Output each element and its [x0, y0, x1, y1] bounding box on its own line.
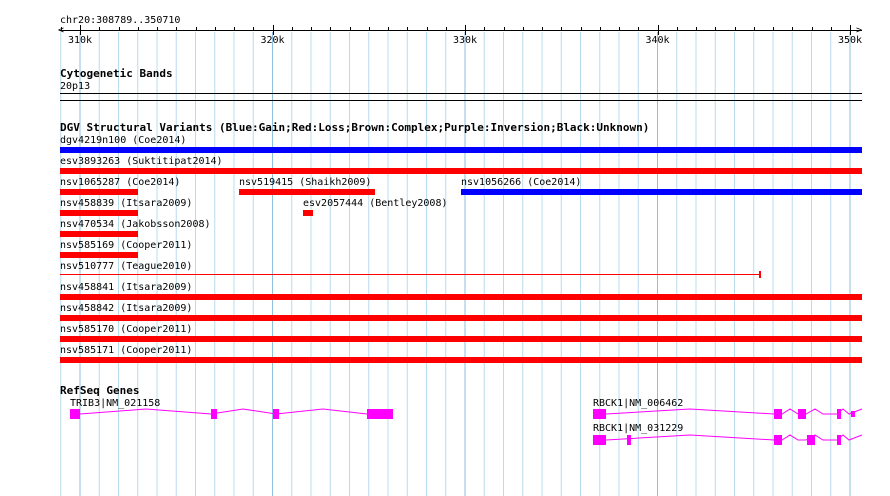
- variant-feature-loss[interactable]: [60, 315, 862, 321]
- ruler-minor-tick: [753, 27, 755, 31]
- variant-label[interactable]: nsv470534 (Jakobsson2008): [60, 219, 211, 230]
- ruler-minor-tick: [137, 27, 139, 31]
- ruler-tick: [272, 25, 274, 35]
- cytoband-line-top: [60, 93, 862, 94]
- variant-label[interactable]: nsv510777 (Teague2010): [60, 261, 193, 272]
- variant-feature-end-cap: [759, 271, 761, 278]
- ruler-minor-tick: [407, 27, 409, 31]
- ruler-minor-tick: [195, 27, 197, 31]
- ruler-tick: [465, 25, 466, 35]
- ruler-minor-tick: [99, 27, 101, 31]
- ruler-minor-tick: [445, 27, 447, 31]
- ruler-minor-tick: [792, 27, 794, 31]
- variant-label[interactable]: nsv458841 (Itsara2009): [60, 282, 193, 293]
- variant-feature-loss[interactable]: [60, 210, 138, 216]
- ruler-minor-tick: [503, 27, 505, 31]
- ruler-tick-label: 350k: [838, 35, 863, 46]
- ruler-right-arrow-icon[interactable]: >: [856, 25, 863, 36]
- location-label: chr20:308789..350710: [60, 15, 181, 26]
- ruler-minor-tick: [157, 27, 158, 31]
- ruler-minor-tick: [830, 27, 832, 31]
- variant-feature-loss[interactable]: [60, 357, 862, 363]
- ruler-minor-tick: [542, 27, 543, 31]
- ruler-minor-tick: [734, 27, 736, 31]
- ruler-minor-tick: [580, 27, 582, 31]
- ruler-minor-tick: [676, 27, 678, 31]
- gene-label[interactable]: RBCK1|NM_031229: [593, 423, 684, 434]
- gene-label[interactable]: TRIB3|NM_021158: [70, 398, 161, 409]
- ruler-minor-tick: [330, 27, 332, 31]
- ruler-tick-label: 310k: [68, 35, 93, 46]
- ruler-minor-tick: [60, 27, 62, 31]
- ruler-minor-tick: [619, 27, 620, 31]
- gene-label[interactable]: RBCK1|NM_006462: [593, 398, 684, 409]
- ruler-minor-tick: [484, 27, 486, 31]
- variant-feature-loss[interactable]: [60, 189, 138, 195]
- ruler-tick: [80, 25, 81, 35]
- variant-feature-loss[interactable]: [60, 168, 862, 174]
- ruler-minor-tick: [638, 27, 640, 31]
- ruler-minor-tick: [561, 27, 563, 31]
- ruler-minor-tick: [773, 27, 774, 31]
- ruler-minor-tick: [291, 27, 293, 31]
- variant-label[interactable]: esv2057444 (Bentley2008): [303, 198, 448, 209]
- ruler-minor-tick: [253, 27, 255, 31]
- ruler-minor-tick: [176, 27, 178, 31]
- variant-label[interactable]: esv3893263 (Suktitipat2014): [60, 156, 223, 167]
- variant-label[interactable]: nsv585169 (Cooper2011): [60, 240, 193, 251]
- cytoband-line-bottom: [60, 100, 862, 101]
- variant-label[interactable]: nsv1065287 (Coe2014): [60, 177, 181, 188]
- refseq-track-title[interactable]: RefSeq Genes: [60, 384, 140, 397]
- ruler-minor-tick: [234, 27, 235, 31]
- variant-label[interactable]: nsv585170 (Cooper2011): [60, 324, 193, 335]
- variant-label[interactable]: nsv519415 (Shaikh2009): [239, 177, 372, 188]
- ruler-axis: [60, 30, 862, 31]
- variant-label[interactable]: nsv458839 (Itsara2009): [60, 198, 193, 209]
- gene-model-trib3[interactable]: [70, 408, 393, 419]
- ruler-tick-label: 320k: [260, 35, 285, 46]
- variant-feature-loss[interactable]: [60, 294, 862, 300]
- ruler-tick-label: 330k: [453, 35, 478, 46]
- variant-label[interactable]: nsv585171 (Cooper2011): [60, 345, 193, 356]
- ruler-tick-label: 340k: [645, 35, 670, 46]
- ruler-minor-tick: [811, 27, 813, 31]
- variant-feature-loss[interactable]: [303, 210, 313, 216]
- variant-feature-loss[interactable]: [239, 189, 375, 195]
- ruler-minor-tick: [696, 27, 697, 31]
- variant-feature-loss[interactable]: [60, 252, 138, 258]
- ruler-tick: [850, 25, 851, 35]
- variant-feature-loss[interactable]: [60, 336, 862, 342]
- gene-model-rbck1-nm031229[interactable]: [593, 434, 863, 445]
- ruler-minor-tick: [715, 27, 717, 31]
- gene-model-rbck1-nm006462[interactable]: [593, 408, 863, 419]
- dgv-track-title[interactable]: DGV Structural Variants (Blue:Gain;Red:L…: [60, 121, 650, 134]
- ruler-minor-tick: [522, 27, 524, 31]
- variant-label[interactable]: nsv458842 (Itsara2009): [60, 303, 193, 314]
- variant-label[interactable]: dgv4219n100 (Coe2014): [60, 135, 187, 146]
- variant-label[interactable]: nsv1056266 (Coe2014): [461, 177, 582, 188]
- variant-feature-gain[interactable]: [461, 189, 862, 195]
- variant-feature-gain[interactable]: [60, 147, 862, 153]
- ruler-minor-tick: [349, 27, 351, 31]
- ruler-minor-tick: [311, 27, 312, 31]
- cytoband-label: 20p13: [60, 81, 91, 92]
- ruler-tick: [657, 25, 659, 35]
- ruler-minor-tick: [388, 27, 389, 31]
- ruler-minor-tick: [118, 27, 120, 31]
- ruler-minor-tick: [214, 27, 216, 31]
- cytoband-track-title[interactable]: Cytogenetic Bands: [60, 67, 173, 80]
- ruler-minor-tick: [368, 27, 370, 31]
- variant-feature-loss[interactable]: [60, 231, 138, 237]
- ruler-minor-tick: [599, 27, 601, 31]
- ruler-minor-tick: [426, 27, 428, 31]
- variant-feature-loss-thin[interactable]: [60, 274, 760, 275]
